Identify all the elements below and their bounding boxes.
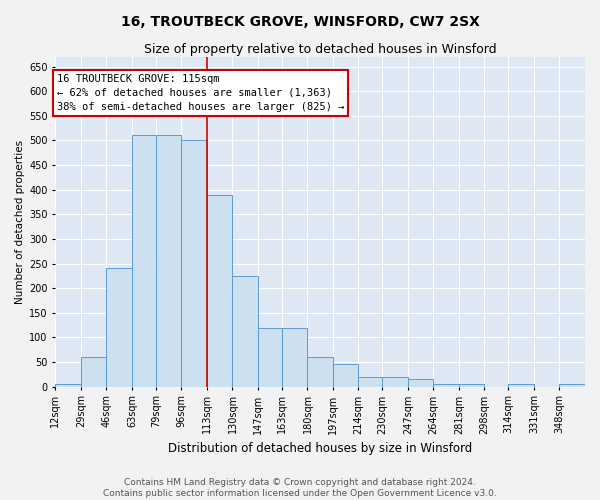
Bar (333, 364, 358, 386)
Title: Size of property relative to detached houses in Winsford: Size of property relative to detached ho… (144, 42, 497, 56)
Bar (181, 140, 207, 386)
Bar (358, 377, 382, 386)
Bar (55, 384, 81, 386)
Bar (81, 357, 106, 386)
Bar (408, 380, 433, 386)
Bar (282, 328, 307, 386)
Bar (459, 384, 484, 386)
Bar (132, 136, 156, 386)
Text: 16 TROUTBECK GROVE: 115sqm
← 62% of detached houses are smaller (1,363)
38% of s: 16 TROUTBECK GROVE: 115sqm ← 62% of deta… (57, 74, 344, 112)
Bar (508, 384, 534, 386)
X-axis label: Distribution of detached houses by size in Winsford: Distribution of detached houses by size … (168, 442, 472, 455)
Bar (258, 328, 282, 386)
Text: Contains HM Land Registry data © Crown copyright and database right 2024.
Contai: Contains HM Land Registry data © Crown c… (103, 478, 497, 498)
Bar (559, 384, 585, 386)
Y-axis label: Number of detached properties: Number of detached properties (15, 140, 25, 304)
Bar (156, 136, 181, 386)
Bar (106, 268, 132, 386)
Text: 16, TROUTBECK GROVE, WINSFORD, CW7 2SX: 16, TROUTBECK GROVE, WINSFORD, CW7 2SX (121, 15, 479, 29)
Bar (207, 194, 232, 386)
Bar (382, 377, 408, 386)
Bar (232, 276, 258, 386)
Bar (307, 357, 333, 386)
Bar (433, 384, 459, 386)
